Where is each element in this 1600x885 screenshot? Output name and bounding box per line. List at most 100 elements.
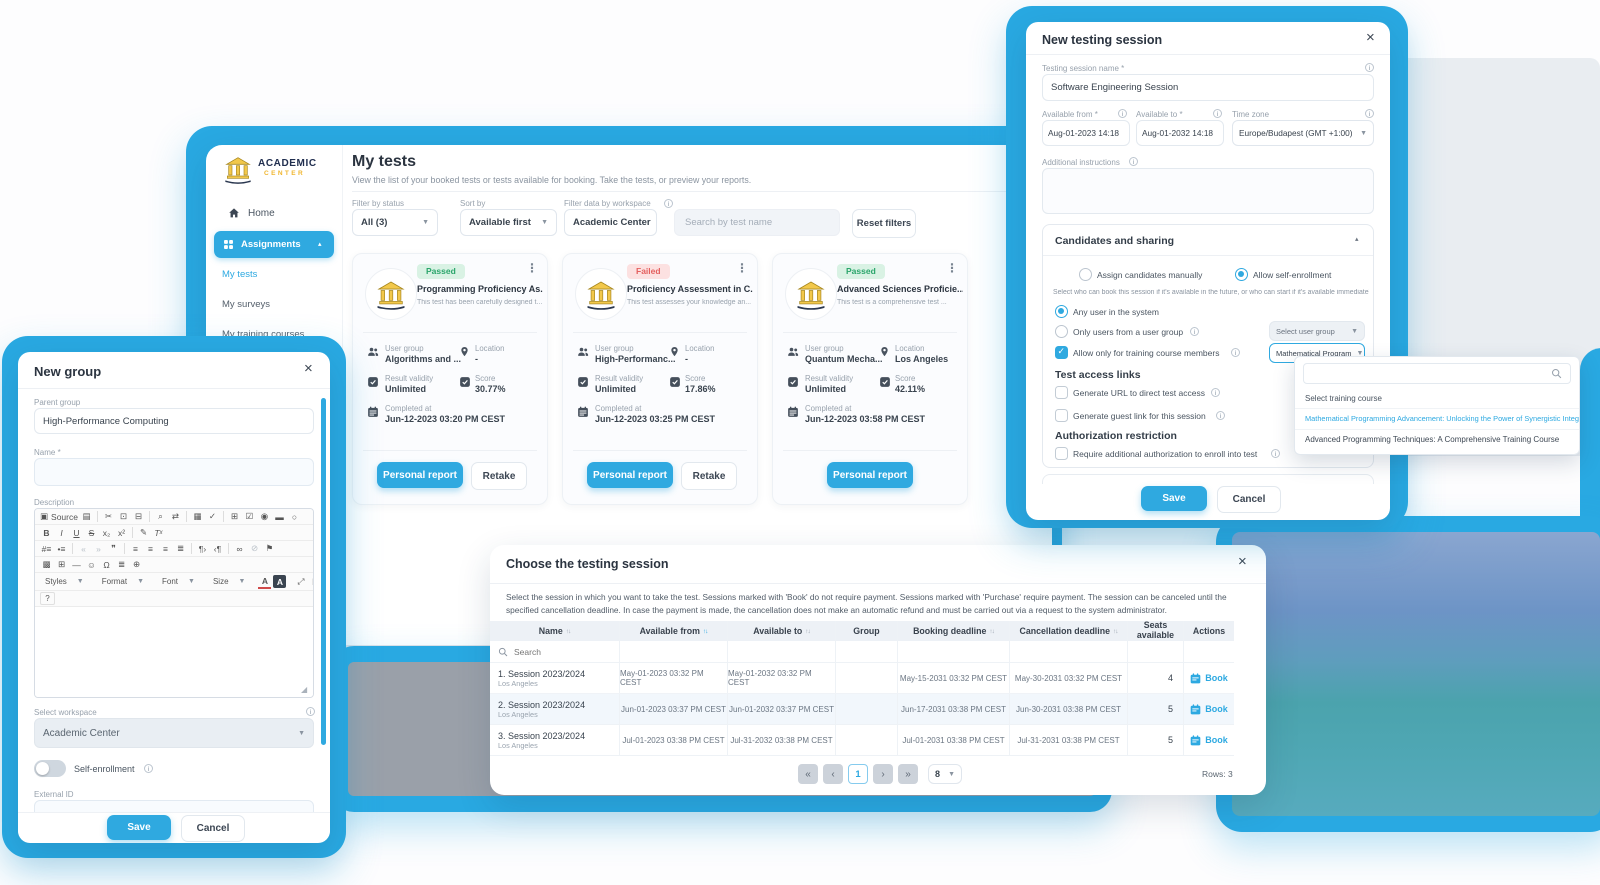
select-all-icon[interactable]: ▦	[193, 511, 202, 521]
align-left-icon[interactable]: ≡	[133, 543, 138, 554]
select-field-icon[interactable]: ○	[291, 511, 298, 522]
sidebar-item-my-training-courses[interactable]: My training courses	[222, 329, 305, 340]
pagination-last-icon[interactable]: »	[898, 764, 918, 784]
test-search-field[interactable]	[683, 216, 831, 229]
text-color-icon[interactable]: A	[258, 574, 272, 589]
subscript-icon[interactable]: x₂	[102, 527, 111, 538]
blockquote-icon[interactable]: ❞	[111, 543, 116, 553]
personal-report-button[interactable]: Personal report	[377, 462, 463, 488]
sort-icon[interactable]: ↑↓	[805, 627, 810, 635]
pagination-next-icon[interactable]: ›	[873, 764, 893, 784]
superscript-icon[interactable]: x²	[117, 527, 126, 538]
dropdown-option-placeholder[interactable]: Select training course	[1295, 388, 1579, 409]
source-button[interactable]: ▣ Source	[40, 511, 78, 522]
unlink-icon[interactable]: ⊘	[250, 543, 259, 553]
maximize-icon[interactable]: ⤢	[297, 576, 305, 586]
personal-report-button[interactable]: Personal report	[587, 462, 673, 488]
strikethrough-icon[interactable]: S	[88, 527, 95, 538]
size-dropdown[interactable]: Size ▼	[212, 577, 246, 586]
session-row-3[interactable]: 3. Session 2023/2024 Los Angeles Jul-01-…	[490, 725, 1234, 756]
available-from-input[interactable]: Aug-01-2023 14:18	[1042, 120, 1130, 146]
book-action[interactable]: Book	[1184, 694, 1234, 724]
replace-icon[interactable]: ⇄	[171, 511, 180, 521]
close-icon[interactable]: ×	[1238, 553, 1247, 570]
workspace-select-disabled[interactable]: Academic Center ▼	[34, 718, 314, 748]
show-blocks-icon[interactable]: ▥	[309, 575, 313, 588]
sort-icon[interactable]: ↑↓	[989, 627, 994, 635]
dropdown-option[interactable]: Advanced Programming Techniques: A Compr…	[1305, 435, 1560, 444]
available-to-input[interactable]: Aug-01-2032 14:18	[1136, 120, 1224, 146]
column-header-cancellation-deadline[interactable]: Cancellation deadline ↑↓	[1010, 621, 1128, 641]
close-icon[interactable]: ×	[304, 360, 313, 377]
cut-icon[interactable]: ✂	[104, 511, 113, 521]
allow-self-enrollment-radio[interactable]	[1235, 268, 1248, 281]
course-search-input[interactable]	[1303, 363, 1571, 384]
image-icon[interactable]: ▩	[42, 559, 51, 569]
text-direction-rtl-icon[interactable]: ‹¶	[213, 543, 222, 554]
find-icon[interactable]: ⌕	[158, 511, 163, 521]
iframe-icon[interactable]: ⊕	[132, 559, 141, 569]
guest-link-checkbox[interactable]	[1055, 409, 1068, 422]
indent-icon[interactable]: »	[96, 543, 101, 554]
radio-field-icon[interactable]: ◉	[260, 511, 269, 521]
format-dropdown[interactable]: Format ▼	[101, 577, 145, 586]
parent-group-input[interactable]: High-Performance Computing	[34, 408, 314, 434]
anchor-icon[interactable]: ⚑	[265, 543, 274, 553]
session-row-2[interactable]: 2. Session 2023/2024 Los Angeles Jun-01-…	[490, 694, 1234, 725]
group-name-field[interactable]	[43, 465, 305, 479]
close-icon[interactable]: ×	[1366, 29, 1375, 46]
pagination-current-page[interactable]: 1	[848, 764, 868, 784]
sort-icon[interactable]: ↑↓	[565, 627, 571, 635]
editor-content-area[interactable]	[35, 607, 313, 697]
status-filter-select[interactable]: All (3) ▼	[352, 209, 438, 236]
time-zone-select[interactable]: Europe/Budapest (GMT +1:00) ▼	[1232, 120, 1374, 146]
sidebar-item-my-tests[interactable]: My tests	[222, 269, 258, 280]
course-search-field[interactable]	[1312, 367, 1551, 380]
font-dropdown[interactable]: Font ▼	[162, 577, 195, 586]
pagination-first-icon[interactable]: «	[798, 764, 818, 784]
copy-formatting-icon[interactable]: ✎	[139, 527, 148, 537]
align-center-icon[interactable]: ≡	[148, 543, 153, 554]
table-icon[interactable]: ⊞	[57, 559, 66, 569]
group-name-input[interactable]	[34, 458, 314, 486]
column-header-available-from[interactable]: Available from ↑↓	[620, 621, 728, 641]
retake-button[interactable]: Retake	[471, 462, 527, 490]
preview-icon[interactable]: ▤	[82, 511, 91, 521]
underline-icon[interactable]: U	[73, 527, 80, 538]
sort-by-select[interactable]: Available first ▼	[460, 209, 557, 236]
training-course-checkbox[interactable]	[1055, 346, 1068, 359]
align-justify-icon[interactable]: ≣	[176, 543, 185, 553]
text-field-icon[interactable]: ▬	[275, 511, 284, 522]
additional-instructions-textarea[interactable]	[1042, 168, 1374, 214]
background-color-icon[interactable]: A	[273, 575, 287, 588]
reset-filters-button[interactable]: Reset filters	[852, 209, 916, 238]
align-right-icon[interactable]: ≡	[163, 543, 168, 554]
checkbox-field-icon[interactable]: ☑	[245, 511, 254, 521]
sidebar-item-assignments[interactable]: Assignments ▴	[214, 231, 334, 258]
any-user-radio[interactable]	[1055, 305, 1068, 318]
generate-url-checkbox[interactable]	[1055, 386, 1068, 399]
column-header-name[interactable]: Name ↑↓	[490, 621, 620, 641]
kebab-menu-icon[interactable]: ⋮	[736, 261, 748, 275]
session-name-input[interactable]: Software Engineering Session	[1042, 74, 1374, 101]
column-header-available-to[interactable]: Available to ↑↓	[728, 621, 836, 641]
column-header-booking-deadline[interactable]: Booking deadline ↑↓	[898, 621, 1010, 641]
workspace-filter-select[interactable]: Academic Center ▼	[564, 209, 657, 236]
italic-icon[interactable]: I	[60, 527, 63, 538]
book-action[interactable]: Book	[1184, 663, 1234, 693]
text-direction-ltr-icon[interactable]: ¶›	[198, 543, 207, 554]
self-enrollment-toggle[interactable]	[34, 760, 66, 777]
numbered-list-icon[interactable]: #≡	[41, 543, 52, 554]
collapse-icon[interactable]: ▴	[1355, 236, 1359, 243]
pagination-prev-icon[interactable]: ‹	[823, 764, 843, 784]
modal-scrollbar[interactable]	[321, 398, 326, 745]
bulleted-list-icon[interactable]: •≡	[57, 543, 66, 554]
session-row-1[interactable]: 1. Session 2023/2024 Los Angeles May-01-…	[490, 663, 1234, 694]
about-editor-button[interactable]: ?	[40, 592, 55, 605]
session-search-input[interactable]	[512, 645, 606, 658]
cancel-button[interactable]: Cancel	[181, 815, 245, 842]
user-group-select[interactable]: Select user group ▼	[1269, 321, 1365, 341]
assign-manually-radio[interactable]	[1079, 268, 1092, 281]
sort-icon[interactable]: ↑↓	[1112, 627, 1118, 635]
